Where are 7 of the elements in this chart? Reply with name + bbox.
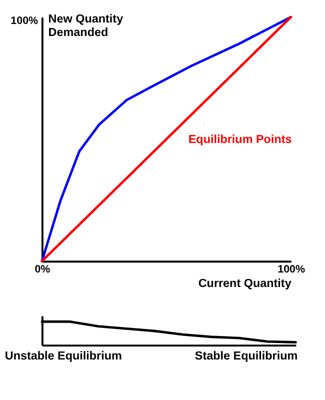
text: 100%: [10, 14, 39, 27]
annotation: Equilibrium Points: [188, 133, 292, 146]
text: Unstable Equilibrium: [4, 350, 122, 363]
y-axis-title: New Quantity Demanded: [48, 12, 124, 40]
x-tick-label: 0%: [34, 263, 51, 276]
text: Stable Equilibrium: [194, 350, 298, 363]
x-axis-title: Current Quantity: [198, 277, 292, 290]
